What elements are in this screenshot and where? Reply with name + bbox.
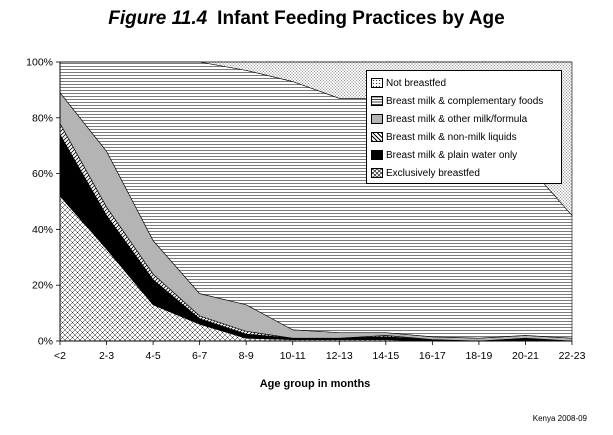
x-tick-label: 12-13 xyxy=(326,350,353,362)
legend-item: Breast milk & non-milk liquids xyxy=(371,128,557,146)
x-tick-label: 20-21 xyxy=(512,350,539,362)
y-tick-label: 80% xyxy=(32,112,53,124)
legend-label: Breast milk & other milk/formula xyxy=(386,113,528,125)
x-tick-label: 22-23 xyxy=(559,350,586,362)
legend-item: Breast milk & other milk/formula xyxy=(371,110,557,128)
figure-title: Infant Feeding Practices by Age xyxy=(217,8,505,29)
x-tick-label: 14-15 xyxy=(372,350,399,362)
y-axis-ticks: 0% 20% 40% 60% 80% 100% xyxy=(26,57,60,348)
legend-swatch xyxy=(371,114,383,124)
x-tick-label: 16-17 xyxy=(419,350,446,362)
legend-swatch xyxy=(371,78,383,88)
x-tick-label: 6-7 xyxy=(192,350,207,362)
chart-title: Figure 11.4 Infant Feeding Practices by A… xyxy=(0,8,613,30)
source-note: Kenya 2008-09 xyxy=(532,414,587,423)
y-tick-label: 0% xyxy=(38,336,53,348)
x-tick-label: 8-9 xyxy=(239,350,254,362)
chart-legend: Not breastfed Breast milk & complementary… xyxy=(366,70,562,184)
x-tick-label: 10-11 xyxy=(280,350,306,362)
legend-item: Exclusively breastfed xyxy=(371,164,557,182)
x-tick-label: <2 xyxy=(54,350,66,362)
x-tick-label: 18-19 xyxy=(465,350,492,362)
legend-swatch xyxy=(371,168,383,178)
axes xyxy=(59,61,572,342)
x-tick-label: 4-5 xyxy=(145,350,160,362)
y-tick-label: 100% xyxy=(26,57,53,69)
legend-swatch xyxy=(371,150,383,160)
x-tick-label: 2-3 xyxy=(99,350,114,362)
legend-label: Exclusively breastfed xyxy=(386,167,480,179)
x-axis-label: Age group in months xyxy=(259,378,371,390)
legend-label: Breast milk & complementary foods xyxy=(386,95,544,107)
legend-swatch xyxy=(371,96,383,106)
legend-label: Breast milk & plain water only xyxy=(386,149,518,161)
y-tick-label: 20% xyxy=(32,280,53,292)
y-tick-label: 40% xyxy=(32,224,53,236)
legend-label: Breast milk & non-milk liquids xyxy=(386,131,517,143)
legend-item: Breast milk & complementary foods xyxy=(371,92,557,110)
figure-number: Figure 11.4 xyxy=(108,8,208,29)
legend-swatch xyxy=(371,132,383,142)
y-tick-label: 60% xyxy=(32,168,53,180)
x-axis-ticks: <2 2-3 4-5 6-7 8-9 10-11 12-13 14-15 16-17 18-19 2… xyxy=(54,341,586,362)
legend-label: Not breastfed xyxy=(386,77,447,89)
legend-item: Breast milk & plain water only xyxy=(371,146,557,164)
legend-item: Not breastfed xyxy=(371,74,557,92)
